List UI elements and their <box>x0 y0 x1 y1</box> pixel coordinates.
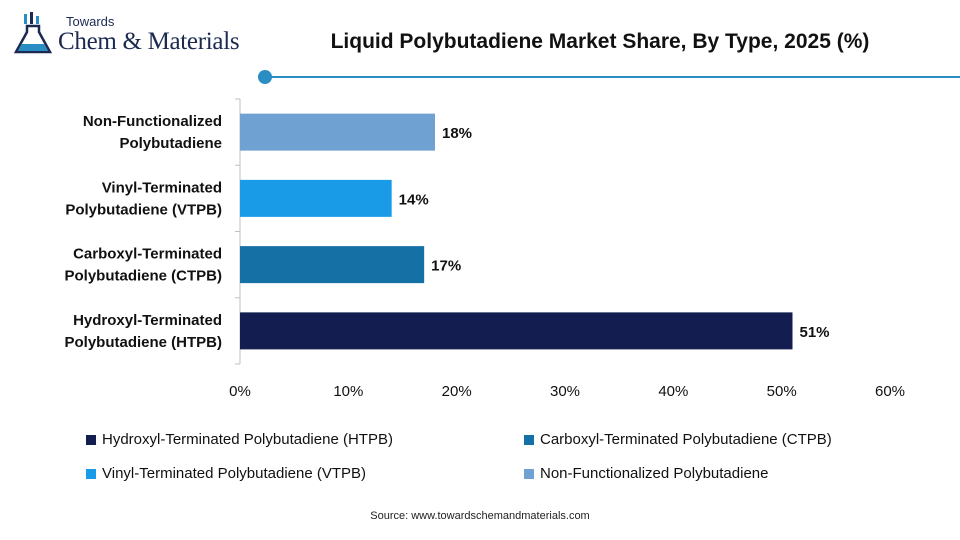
bar <box>240 179 392 217</box>
source-note: Source: www.towardschemandmaterials.com <box>370 510 590 522</box>
chart-legend: Hydroxyl-Terminated Polybutadiene (HTPB)… <box>86 431 886 491</box>
title-rule <box>262 76 960 78</box>
category-label: Non-Functionalized Polybutadiene <box>83 113 222 152</box>
data-label: 14% <box>399 191 429 208</box>
legend-swatch <box>86 468 96 479</box>
data-label: 51% <box>800 324 830 341</box>
x-tick-label: 50% <box>767 383 797 400</box>
legend-item: Hydroxyl-Terminated Polybutadiene (HTPB) <box>86 431 393 448</box>
x-tick-label: 20% <box>442 383 472 400</box>
bar <box>240 312 793 350</box>
data-label: 18% <box>442 125 472 142</box>
category-label: Vinyl-Terminated Polybutadiene (VTPB) <box>65 179 222 218</box>
legend-label: Hydroxyl-Terminated Polybutadiene (HTPB) <box>102 431 393 448</box>
chart-title: Liquid Polybutadiene Market Share, By Ty… <box>330 30 870 53</box>
data-label: 17% <box>431 258 461 275</box>
brand-logo: Towards Chem & Materials <box>14 8 264 68</box>
legend-item: Non-Functionalized Polybutadiene <box>524 465 768 482</box>
x-tick-label: 0% <box>229 383 251 400</box>
x-tick-label: 60% <box>875 383 905 400</box>
legend-item: Vinyl-Terminated Polybutadiene (VTPB) <box>86 465 366 482</box>
logo-top-text: Towards <box>66 14 115 29</box>
category-label: Carboxyl-Terminated Polybutadiene (CTPB) <box>64 246 222 285</box>
bar-chart: 51% Hydroxyl-Terminated Polybutadiene (HTP… <box>64 98 905 400</box>
legend-label: Vinyl-Terminated Polybutadiene (VTPB) <box>102 465 367 482</box>
bar <box>240 246 425 284</box>
x-tick-label: 30% <box>550 383 580 400</box>
flask-logo-icon <box>14 12 53 54</box>
legend-item: Carboxyl-Terminated Polybutadiene (CTPB) <box>524 431 832 448</box>
legend-swatch <box>86 434 96 445</box>
bar <box>240 113 435 151</box>
category-label: Hydroxyl-Terminated Polybutadiene (HTPB) <box>64 312 222 351</box>
legend-label: Non-Functionalized Polybutadiene <box>540 465 769 482</box>
legend-swatch <box>524 468 534 479</box>
legend-label: Carboxyl-Terminated Polybutadiene (CTPB) <box>540 431 832 448</box>
logo-main-text: Chem & Materials <box>58 28 240 55</box>
x-tick-label: 10% <box>333 383 363 400</box>
legend-swatch <box>524 434 534 445</box>
x-tick-label: 40% <box>658 383 688 400</box>
